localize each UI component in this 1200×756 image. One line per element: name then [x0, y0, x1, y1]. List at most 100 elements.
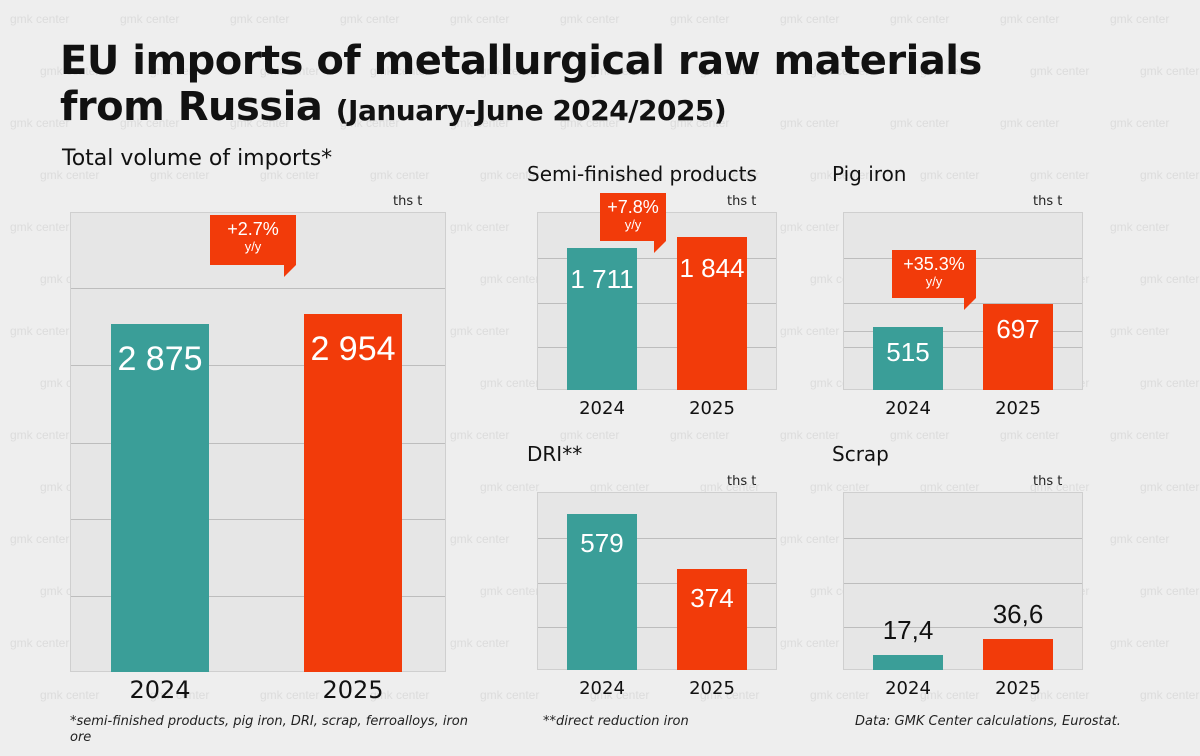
watermark-text: gmk center: [780, 324, 840, 338]
watermark-text: gmk center: [560, 116, 620, 130]
pig-iron-bar-2025: [983, 304, 1053, 390]
pig-iron-year-2025: 2025: [995, 398, 1041, 419]
watermark-text: gmk center: [40, 64, 100, 78]
title-line-2-main: from Russia: [60, 84, 323, 130]
pig-iron-unit-label: ths t: [1033, 194, 1063, 209]
watermark-text: gmk center: [590, 480, 650, 494]
dri-value-label-2025: 374: [690, 583, 734, 613]
watermark-text: gmk center: [10, 220, 70, 234]
watermark-text: gmk center: [810, 480, 870, 494]
watermark-text: gmk center: [40, 688, 100, 702]
gridline: [71, 365, 445, 366]
watermark-text: gmk center: [670, 428, 730, 442]
watermark-text: gmk center: [40, 168, 100, 182]
watermark-text: gmk center: [340, 12, 400, 26]
title-period: (January-June 2024/2025): [335, 94, 727, 127]
watermark-text: gmk center: [920, 168, 980, 182]
watermark-text: gmk center: [920, 480, 980, 494]
watermark-text: gmk center: [670, 12, 730, 26]
watermark-text: gmk center: [10, 532, 70, 546]
watermark-text: gmk center: [700, 480, 760, 494]
watermark-text: gmk center: [1000, 12, 1060, 26]
pig-iron-year-2024: 2024: [885, 398, 931, 419]
watermark-text: gmk center: [920, 64, 980, 78]
watermark-text: gmk center: [1110, 324, 1170, 338]
watermark-text: gmk center: [1140, 272, 1200, 286]
watermark-text: gmk center: [450, 220, 510, 234]
gridline: [844, 303, 1082, 304]
footnote-dri: **direct reduction iron: [543, 714, 689, 729]
gridline: [538, 347, 776, 348]
watermark-text: gmk center: [480, 688, 540, 702]
watermark-text: gmk center: [10, 636, 70, 650]
total-volume-of-imports-bar-2024: [111, 324, 209, 672]
source-note: Data: GMK Center calculations, Eurostat.: [855, 714, 1121, 729]
gridline: [844, 627, 1082, 628]
watermark-text: gmk center: [230, 12, 290, 26]
watermark-text: gmk center: [780, 636, 840, 650]
watermark-text: gmk center: [370, 64, 430, 78]
watermark-text: gmk center: [1140, 168, 1200, 182]
watermark-text: gmk center: [120, 12, 180, 26]
gridline: [538, 303, 776, 304]
watermark-text: gmk center: [1000, 116, 1060, 130]
total-volume-of-imports-year-2025: 2025: [322, 676, 384, 704]
semi-finished-products-change-pct: +7.8%: [607, 197, 659, 217]
pig-iron-change-yy: y/y: [925, 274, 943, 289]
semi-finished-products-value-label-2025: 1 844: [679, 253, 745, 283]
watermark-text: gmk center: [890, 428, 950, 442]
watermark-text: gmk center: [150, 168, 210, 182]
watermark-text: gmk center: [560, 12, 620, 26]
semi-finished-products-value-label-2024: 1 711: [570, 264, 634, 294]
gridline: [71, 519, 445, 520]
watermark-text: gmk center: [780, 220, 840, 234]
total-volume-of-imports-value-label-2025: 2 954: [310, 330, 396, 368]
scrap-value-label-2025: 36,6: [992, 599, 1044, 629]
watermark-text: gmk center: [450, 532, 510, 546]
watermark-text: gmk center: [1030, 168, 1090, 182]
total-volume-of-imports-change-pct: +2.7%: [227, 219, 279, 239]
watermark-text: gmk center: [1000, 428, 1060, 442]
total-volume-of-imports-bar-2025: [304, 314, 402, 672]
watermark-text: gmk center: [150, 688, 210, 702]
watermark-text: gmk center: [890, 12, 950, 26]
semi-finished-products-year-2024: 2024: [579, 398, 625, 419]
watermark-text: gmk center: [590, 688, 650, 702]
semi-finished-products-change-yy: y/y: [624, 217, 642, 232]
scrap-bar-2025: [983, 639, 1053, 670]
watermark-text: gmk center: [10, 428, 70, 442]
watermark-text: gmk center: [450, 324, 510, 338]
watermark-text: gmk center: [370, 168, 430, 182]
watermark-text: gmk center: [780, 532, 840, 546]
scrap-year-2024: 2024: [885, 678, 931, 699]
watermark-text: gmk center: [700, 64, 760, 78]
total-volume-of-imports-change-yy: y/y: [244, 239, 262, 254]
watermark-text: gmk center: [1110, 220, 1170, 234]
watermark-text: gmk center: [1140, 584, 1200, 598]
total-volume-of-imports-title: Total volume of imports*: [62, 146, 333, 171]
pig-iron-title: Pig iron: [832, 162, 907, 186]
watermark-text: gmk center: [1140, 64, 1200, 78]
watermark-text: gmk center: [1110, 116, 1170, 130]
footnote-total: *semi-finished products, pig iron, DRI, …: [70, 714, 468, 745]
watermark-text: gmk center: [780, 428, 840, 442]
watermark-text: gmk center: [480, 272, 540, 286]
gridline: [844, 538, 1082, 539]
semi-finished-products-bar-2024: [567, 248, 637, 390]
watermark-text: gmk center: [450, 636, 510, 650]
watermark-text: gmk center: [560, 428, 620, 442]
watermark-text: gmk center: [10, 12, 70, 26]
dri-unit-label: ths t: [727, 474, 757, 489]
pig-iron-value-label-2025: 697: [996, 314, 1040, 344]
watermark-text: gmk center: [230, 116, 290, 130]
watermark-text: gmk center: [1110, 12, 1170, 26]
dri-year-2024: 2024: [579, 678, 625, 699]
total-volume-of-imports-unit-label: ths t: [393, 194, 423, 209]
pig-iron-value-label-2024: 515: [886, 337, 930, 367]
watermark-text: gmk center: [480, 64, 540, 78]
watermark-text: gmk center: [780, 12, 840, 26]
gridline: [71, 288, 445, 289]
watermark-text: gmk center: [260, 64, 320, 78]
watermark-text: gmk center: [340, 116, 400, 130]
title-line-2: from Russia (January-June 2024/2025): [60, 84, 982, 134]
